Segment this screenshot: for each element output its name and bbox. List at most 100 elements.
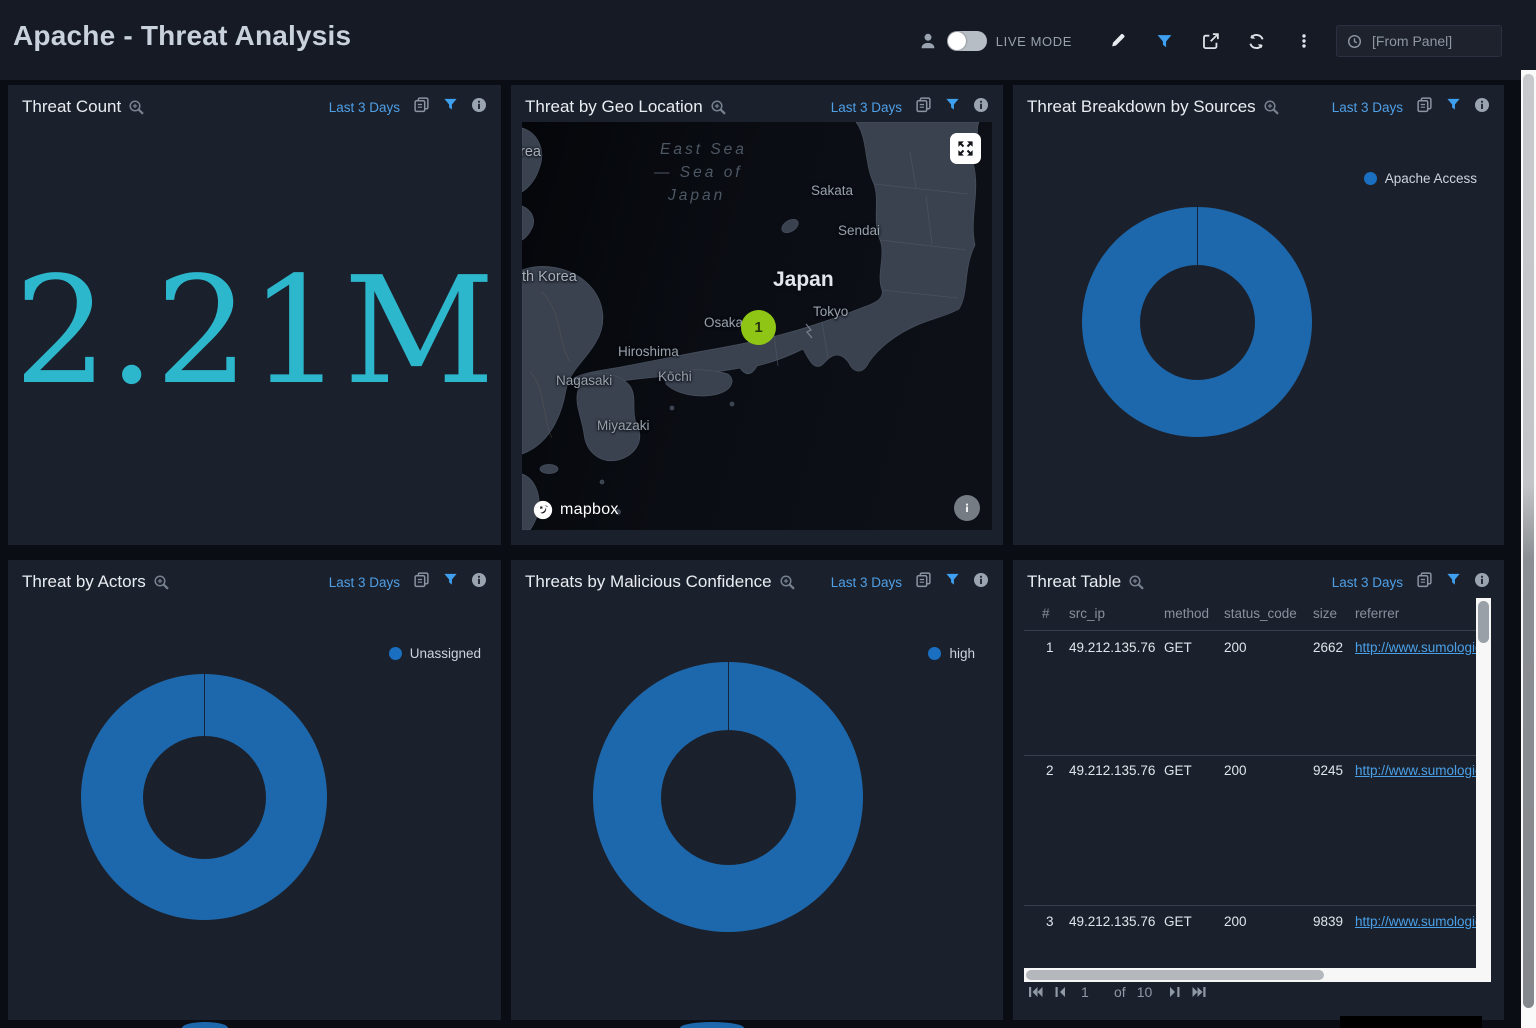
panel-filter-funnel-icon[interactable]	[945, 97, 960, 117]
next-page-button[interactable]	[1169, 985, 1181, 999]
table-row-cell: 200	[1224, 914, 1247, 929]
offscreen-donut-top-middle	[680, 1022, 744, 1028]
info-icon[interactable]	[471, 572, 487, 593]
copy-pages-icon[interactable]	[413, 571, 430, 593]
zoom-in-icon[interactable]	[153, 574, 170, 591]
offscreen-donut-top-left	[182, 1022, 228, 1028]
donut-chart-sources[interactable]	[1082, 207, 1312, 437]
panel-title: Threat Breakdown by Sources	[1027, 97, 1256, 116]
referrer-link-text[interactable]: http://www.sumologic.	[1355, 914, 1477, 929]
col-header-status[interactable]: status_code	[1224, 606, 1297, 621]
page-scrollbar[interactable]	[1521, 70, 1536, 1028]
map-label-south-korea: th Korea	[522, 269, 577, 285]
time-range-link[interactable]: Last 3 Days	[328, 99, 400, 115]
copy-pages-icon[interactable]	[1416, 96, 1433, 118]
zoom-in-icon[interactable]	[710, 99, 727, 116]
col-header-num[interactable]: #	[1042, 606, 1050, 621]
scrollbar-thumb[interactable]	[1478, 601, 1489, 643]
zoom-in-icon[interactable]	[779, 574, 796, 591]
time-range-link[interactable]: Last 3 Days	[1331, 99, 1403, 115]
table-horizontal-scrollbar[interactable]	[1024, 968, 1476, 982]
first-page-button[interactable]	[1028, 985, 1043, 999]
top-bar: Apache - Threat Analysis LIVE MODE	[0, 0, 1536, 80]
donut-hole	[1139, 264, 1255, 380]
table-divider	[1024, 630, 1476, 631]
copy-pages-icon[interactable]	[413, 96, 430, 118]
time-filter-input[interactable]: [From Panel]	[1336, 25, 1502, 57]
copy-pages-icon[interactable]	[915, 571, 932, 593]
legend-label: Unassigned	[409, 646, 481, 661]
info-icon[interactable]	[471, 97, 487, 118]
panel-threat-actors: Threat by Actors Last 3 Days Unassigned	[8, 560, 501, 1020]
bottom-right-artifact	[1340, 1016, 1482, 1028]
donut-seam	[204, 674, 205, 736]
last-page-button[interactable]	[1192, 985, 1207, 999]
live-mode-label: LIVE MODE	[995, 33, 1072, 49]
map-info-button[interactable]	[954, 495, 980, 521]
info-icon[interactable]	[1474, 572, 1490, 593]
refresh-icon[interactable]	[1247, 32, 1266, 51]
table-row-cell: 9839	[1313, 914, 1344, 929]
referrer-link-text[interactable]: http://www.sumologic.	[1355, 640, 1477, 655]
map-cluster-marker[interactable]: 1	[741, 310, 776, 345]
donut-chart-confidence[interactable]	[593, 662, 863, 932]
legend-label: high	[949, 646, 975, 661]
map-label-nagasaki: Nagasaki	[556, 373, 613, 388]
map-label-kochi: Kōchi	[658, 369, 692, 384]
table-row-cell: 2	[1046, 763, 1054, 778]
info-icon[interactable]	[1474, 97, 1490, 118]
panel-title: Threat Count	[22, 97, 122, 116]
chart-legend[interactable]: Unassigned	[388, 646, 481, 661]
mapbox-attribution[interactable]: mapbox	[532, 499, 619, 521]
panel-title: Threat Table	[1027, 572, 1122, 591]
time-filter-value: [From Panel]	[1372, 33, 1453, 49]
share-export-icon[interactable]	[1201, 32, 1220, 51]
col-header-method[interactable]: method	[1164, 606, 1210, 621]
chart-legend[interactable]: high	[928, 646, 975, 661]
table-pagination: 1 of 10	[1028, 984, 1207, 1000]
time-range-link[interactable]: Last 3 Days	[830, 574, 902, 590]
panel-filter-funnel-icon[interactable]	[945, 572, 960, 592]
zoom-in-icon[interactable]	[128, 99, 145, 116]
legend-dot	[928, 647, 942, 660]
table-divider	[1024, 905, 1476, 906]
panel-filter-funnel-icon[interactable]	[1446, 97, 1461, 117]
time-range-link[interactable]: Last 3 Days	[830, 99, 902, 115]
filter-funnel-icon[interactable]	[1156, 33, 1173, 50]
toggle-knob	[947, 32, 966, 50]
geo-map[interactable]: East Sea — Sea of Japan rea th Korea Sak…	[522, 122, 992, 530]
col-header-src-ip[interactable]: src_ip	[1069, 606, 1106, 621]
time-range-link[interactable]: Last 3 Days	[328, 574, 400, 590]
panel-header: Threat by Geo Location Last 3 Days	[525, 95, 989, 119]
chart-legend[interactable]: Apache Access	[1363, 171, 1477, 186]
user-icon[interactable]	[919, 32, 937, 50]
referrer-link: http://www.sumologic.	[1355, 914, 1477, 929]
kebab-menu-icon[interactable]	[1296, 32, 1312, 50]
copy-pages-icon[interactable]	[1416, 571, 1433, 593]
col-header-referrer[interactable]: referrer	[1355, 606, 1400, 621]
panel-filter-funnel-icon[interactable]	[443, 572, 458, 592]
panel-threat-count: Threat Count Last 3 Days 2.21M	[8, 85, 501, 545]
panel-header: Threat Breakdown by Sources Last 3 Days	[1027, 95, 1490, 119]
panel-filter-funnel-icon[interactable]	[1446, 572, 1461, 592]
edit-pencil-icon[interactable]	[1108, 32, 1126, 50]
zoom-in-icon[interactable]	[1128, 574, 1145, 591]
info-icon[interactable]	[973, 97, 989, 118]
map-fullscreen-button[interactable]	[950, 133, 981, 164]
panel-filter-funnel-icon[interactable]	[443, 97, 458, 117]
time-range-link[interactable]: Last 3 Days	[1331, 574, 1403, 590]
scrollbar-thumb[interactable]	[1523, 74, 1534, 1008]
referrer-link-text[interactable]: http://www.sumologic.	[1355, 763, 1477, 778]
table-row-cell: 1	[1046, 640, 1054, 655]
table-row-cell: 49.212.135.76	[1069, 914, 1156, 929]
info-icon[interactable]	[973, 572, 989, 593]
scrollbar-thumb[interactable]	[1026, 970, 1324, 980]
live-mode-toggle[interactable]	[946, 31, 987, 51]
copy-pages-icon[interactable]	[915, 96, 932, 118]
col-header-size[interactable]: size	[1313, 606, 1338, 621]
prev-page-button[interactable]	[1054, 985, 1066, 999]
zoom-in-icon[interactable]	[1263, 99, 1280, 116]
donut-chart-actors[interactable]	[81, 674, 327, 920]
panel-header: Threats by Malicious Confidence Last 3 D…	[525, 570, 989, 594]
table-vertical-scrollbar[interactable]	[1476, 598, 1491, 982]
